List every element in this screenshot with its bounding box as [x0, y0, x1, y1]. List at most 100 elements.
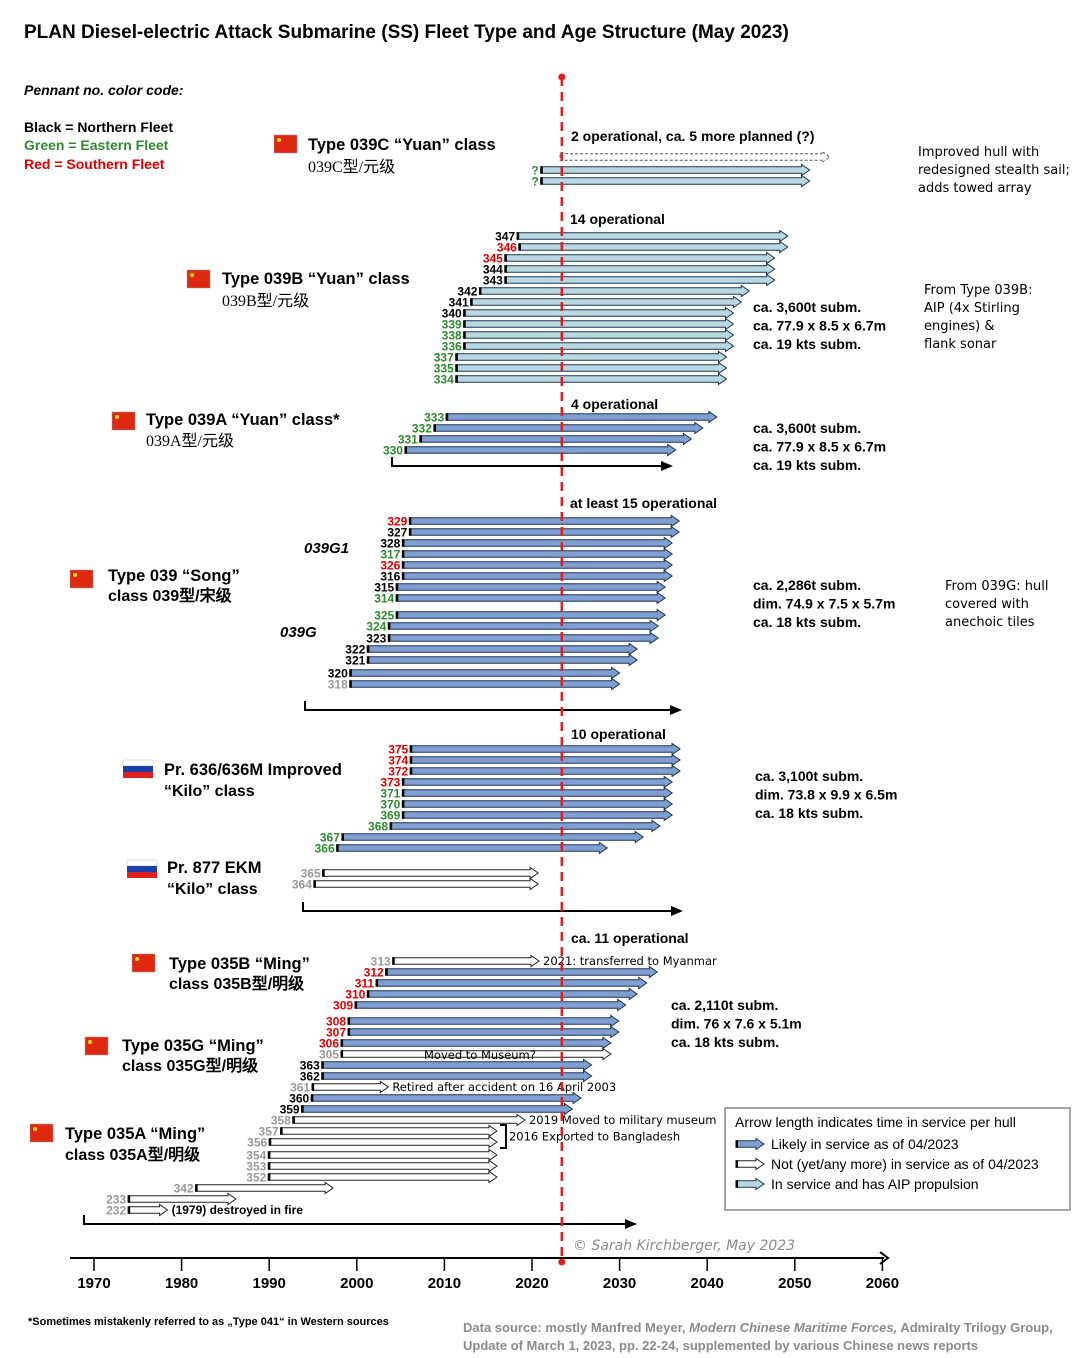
hull-arrow	[366, 987, 639, 1001]
hull-arrow	[463, 339, 735, 353]
hull-arrow	[127, 1203, 169, 1217]
legend-label: Likely in service as of 04/2023	[771, 1136, 959, 1152]
hull-arrow	[540, 174, 811, 188]
flag-white	[126, 859, 158, 867]
pennant-number: 326	[380, 559, 400, 573]
pennant-number: 354	[246, 1149, 266, 1163]
hull-row: 330	[383, 444, 677, 458]
hull-row: 370	[380, 797, 674, 812]
pennant-number: 335	[434, 362, 454, 376]
hull-arrow	[375, 976, 648, 990]
hull-row: 305 Moved to Museum?	[319, 1047, 612, 1062]
pennant-number: 315	[374, 581, 394, 595]
x-axis: 1970 1980 1990 2000 2010 2020 2030 2040 2050 2060	[70, 73, 899, 1292]
bracket-note: 2016 Exported to Bangladesh	[509, 1130, 680, 1144]
hull-row: 342	[457, 285, 751, 299]
hull-row: 368	[368, 819, 661, 834]
pennant-number: 362	[300, 1070, 320, 1084]
pennant-number: 372	[388, 765, 408, 779]
flag-field	[29, 1123, 54, 1143]
pennant-number: 375	[388, 743, 408, 757]
class-title: Type 035B “Ming”	[169, 955, 310, 973]
flag-red	[127, 872, 157, 878]
section-636: Pr. 636/636M Improved “Kilo” class 10 oper…	[122, 726, 897, 856]
operational-count: 14 operational	[570, 211, 665, 227]
class-subtitle: class 035G型/明级	[122, 1056, 259, 1075]
hull-arrow	[389, 819, 661, 833]
pennant-number: 374	[388, 754, 408, 768]
hull-row: 332	[412, 422, 704, 436]
hull-arrow	[313, 877, 540, 891]
flag-field	[273, 134, 298, 154]
china-flag-icon	[111, 411, 136, 431]
hull-row: 358 2019 Moved to military museum	[271, 1113, 717, 1128]
axis-tick-label: 2000	[340, 1275, 373, 1292]
hull-row: 363	[300, 1059, 593, 1073]
flag-star	[88, 1040, 92, 1044]
class-subtitle: 039C型/元级	[308, 158, 395, 176]
pennant-number: 347	[495, 230, 515, 244]
flag-star	[73, 573, 77, 577]
china-flag-icon	[273, 134, 298, 154]
pennant-number: 344	[483, 263, 503, 277]
class-subtitle: class 035A型/明级	[65, 1145, 201, 1164]
hull-row: 365	[301, 867, 540, 881]
hull-arrow	[395, 580, 667, 594]
footnote: *Sometimes mistakenly referred to as „Ty…	[28, 1316, 389, 1328]
pennant-number: 357	[259, 1125, 279, 1139]
legend-label: In service and has AIP propulsion	[771, 1176, 979, 1192]
hull-row: 321	[345, 653, 639, 668]
hull-row: 340	[442, 307, 735, 321]
flag-star	[33, 1127, 37, 1131]
class-subtitle: 039A型/元级	[146, 432, 234, 450]
flag-field	[84, 1036, 109, 1056]
hull-arrow	[455, 350, 728, 364]
hull-arrow	[340, 1047, 612, 1061]
hull-arrow	[455, 361, 728, 375]
legend-arrow-inactive	[735, 1157, 765, 1171]
flag-blue	[127, 866, 157, 872]
hull-arrow	[401, 775, 674, 789]
axis-arrowhead	[661, 461, 673, 471]
operational-count: 10 operational	[571, 726, 666, 742]
chart-title: PLAN Diesel-electric Attack Submarine (S…	[24, 22, 789, 43]
pennant-number: 233	[106, 1193, 126, 1207]
pennant-number: 334	[434, 373, 454, 387]
hull-arrow	[349, 666, 621, 680]
legend-label: Not (yet/any more) in service as of 04/2…	[771, 1156, 1039, 1172]
hull-row: 316	[380, 570, 674, 584]
pennant-number: 333	[424, 411, 444, 425]
axis-tick-label: 2050	[778, 1275, 811, 1292]
color-code-eastern: Green = Eastern Fleet	[24, 137, 169, 153]
spec-line: ca. 3,100t subm.	[755, 768, 863, 784]
flag-field	[186, 269, 211, 289]
section-039A: Type 039A “Yuan” class* 039A型/元级 4 operati…	[111, 396, 886, 473]
pennant-number: 328	[380, 537, 400, 551]
pennant-number: 373	[380, 776, 400, 790]
pennant-number: 320	[328, 667, 348, 681]
spec-line: ca. 77.9 x 8.5 x 6.7m	[753, 439, 886, 455]
hull-arrow	[408, 525, 681, 539]
hull-row: 325	[374, 609, 667, 623]
operational-count: 2 operational, ca. 5 more planned (?)	[571, 128, 815, 144]
hull-row: 309	[333, 999, 627, 1013]
hull-arrow	[445, 410, 718, 424]
flag-star	[115, 415, 119, 419]
pennant-number: 337	[434, 351, 454, 365]
hull-note: 2019 Moved to military museum	[529, 1113, 717, 1127]
hull-arrow	[347, 1025, 620, 1039]
china-flag-icon	[29, 1123, 54, 1143]
hull-row: ?	[531, 164, 811, 178]
pennant-number: 340	[442, 307, 462, 321]
pennant-number: 332	[412, 422, 432, 436]
hull-arrow	[366, 653, 639, 667]
hull-arrow	[401, 797, 674, 811]
pennant-number: 339	[442, 318, 462, 332]
data-source-line2: Update of March 1, 2023, pp. 22-24, supp…	[463, 1338, 978, 1353]
hull-arrow	[470, 295, 743, 309]
flag-white	[122, 759, 154, 767]
hull-row: 308	[326, 1015, 620, 1029]
hull-row: 356	[247, 1136, 498, 1150]
hull-arrow	[401, 536, 674, 550]
